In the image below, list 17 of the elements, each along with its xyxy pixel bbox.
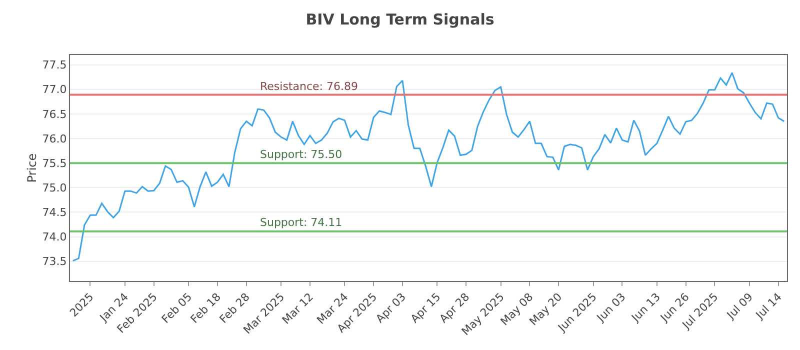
y-tick-label: 75.0: [42, 182, 67, 194]
y-tick-label: 76.0: [42, 132, 67, 146]
y-tick-label: 76.5: [42, 108, 67, 121]
ref-line-label: Support: 74.11: [260, 216, 342, 229]
y-tick-label: 74.0: [42, 230, 67, 244]
y-tick-label: 77.5: [42, 58, 67, 72]
y-tick-label: 73.5: [42, 255, 67, 268]
ref-line-label: Resistance: 76.89: [260, 80, 358, 93]
y-tick-label: 75.5: [42, 156, 67, 170]
line-series: [72, 72, 785, 262]
x-tick-label: Jul 09: [724, 290, 756, 322]
y-tick-label: 77.0: [42, 83, 67, 96]
ref-line-label: Support: 75.50: [260, 148, 342, 161]
y-axis-title: Price: [25, 153, 39, 183]
chart-title: BIV Long Term Signals: [306, 10, 494, 28]
x-tick-label: Jul 14: [752, 290, 784, 322]
y-tick-label: 74.5: [42, 206, 67, 220]
